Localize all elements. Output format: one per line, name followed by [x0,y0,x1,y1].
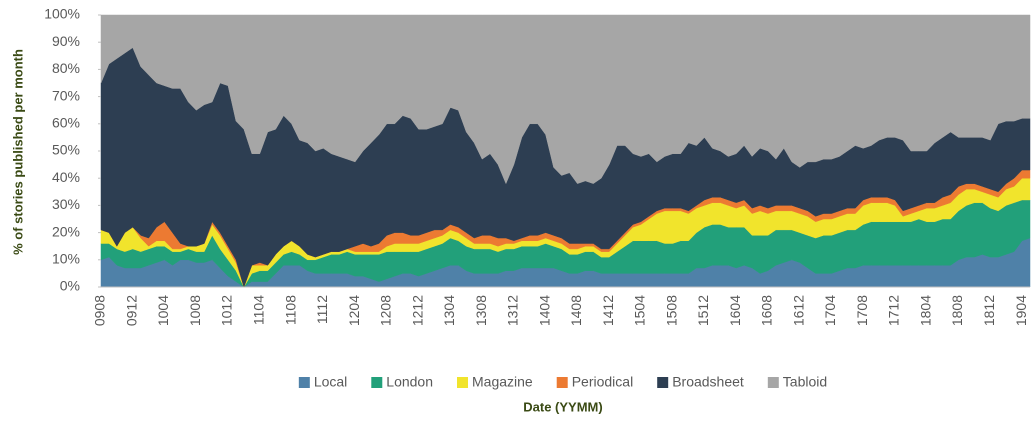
legend-swatch [767,377,779,388]
x-tick-label: 1204 [346,295,362,326]
y-tick-label: 10% [52,251,80,267]
y-tick-label: 60% [52,115,80,131]
x-tick-label: 0908 [92,295,108,326]
y-tick-label: 70% [52,87,80,103]
x-tick-label: 0912 [123,295,139,326]
x-tick-label: 1208 [378,295,394,326]
y-tick-label: 40% [52,169,80,185]
x-tick-label: 1712 [886,295,902,326]
x-tick-label: 1012 [219,295,235,326]
x-tick-label: 1604 [727,295,743,326]
y-axis-title: % of stories published per month [10,49,25,255]
y-tick-label: 30% [52,196,80,212]
legend-label: London [386,374,433,390]
x-tick-label: 1112 [314,295,330,324]
x-tick-label: 1508 [663,295,679,326]
x-tick-label: 1704 [822,295,838,326]
legend-label: Broadsheet [672,374,744,390]
legend-swatch [556,377,568,388]
x-tick-label: 1708 [854,295,870,326]
x-tick-label: 1212 [409,295,425,326]
x-tick-label: 1512 [695,295,711,326]
legend-swatch [371,377,383,388]
x-tick-label: 1804 [917,295,933,326]
legend-swatch [657,377,669,388]
y-tick-label: 90% [52,33,80,49]
x-tick-label: 1904 [1013,295,1029,326]
x-tick-label: 1304 [441,295,457,326]
x-tick-label: 1008 [187,295,203,326]
area [100,14,1031,185]
legend-label: Tabloid [783,374,827,390]
x-tick-label: 1408 [568,295,584,326]
plot-area [100,14,1031,288]
x-axis-title: Date (YYMM) [523,399,602,414]
x-tick-label: 1812 [981,295,997,326]
x-tick-label: 1412 [600,295,616,326]
y-tick-label: 0% [60,278,80,294]
y-tick-label: 100% [44,6,80,22]
y-tick-label: 50% [52,142,80,158]
x-tick-label: 1108 [282,295,298,325]
x-tick-label: 1612 [790,295,806,326]
legend-label: Periodical [572,374,633,390]
x-tick-label: 1308 [473,295,489,326]
x-tick-label: 1404 [536,295,552,326]
x-tick-label: 1004 [155,295,171,326]
legend-label: Magazine [472,374,533,390]
legend: Local London Magazine Periodical Broadsheet T… [298,374,827,390]
x-tick-label: 1608 [759,295,775,326]
x-tick-label: 1808 [949,295,965,326]
legend-label: Local [314,374,347,390]
x-tick-label: 1312 [505,295,521,326]
x-tick-label: 1104 [251,295,267,325]
legend-swatch [298,377,310,388]
y-tick-label: 80% [52,60,80,76]
legend-swatch [457,377,469,388]
x-tick-label: 1504 [632,295,648,326]
y-tick-label: 20% [52,223,80,239]
